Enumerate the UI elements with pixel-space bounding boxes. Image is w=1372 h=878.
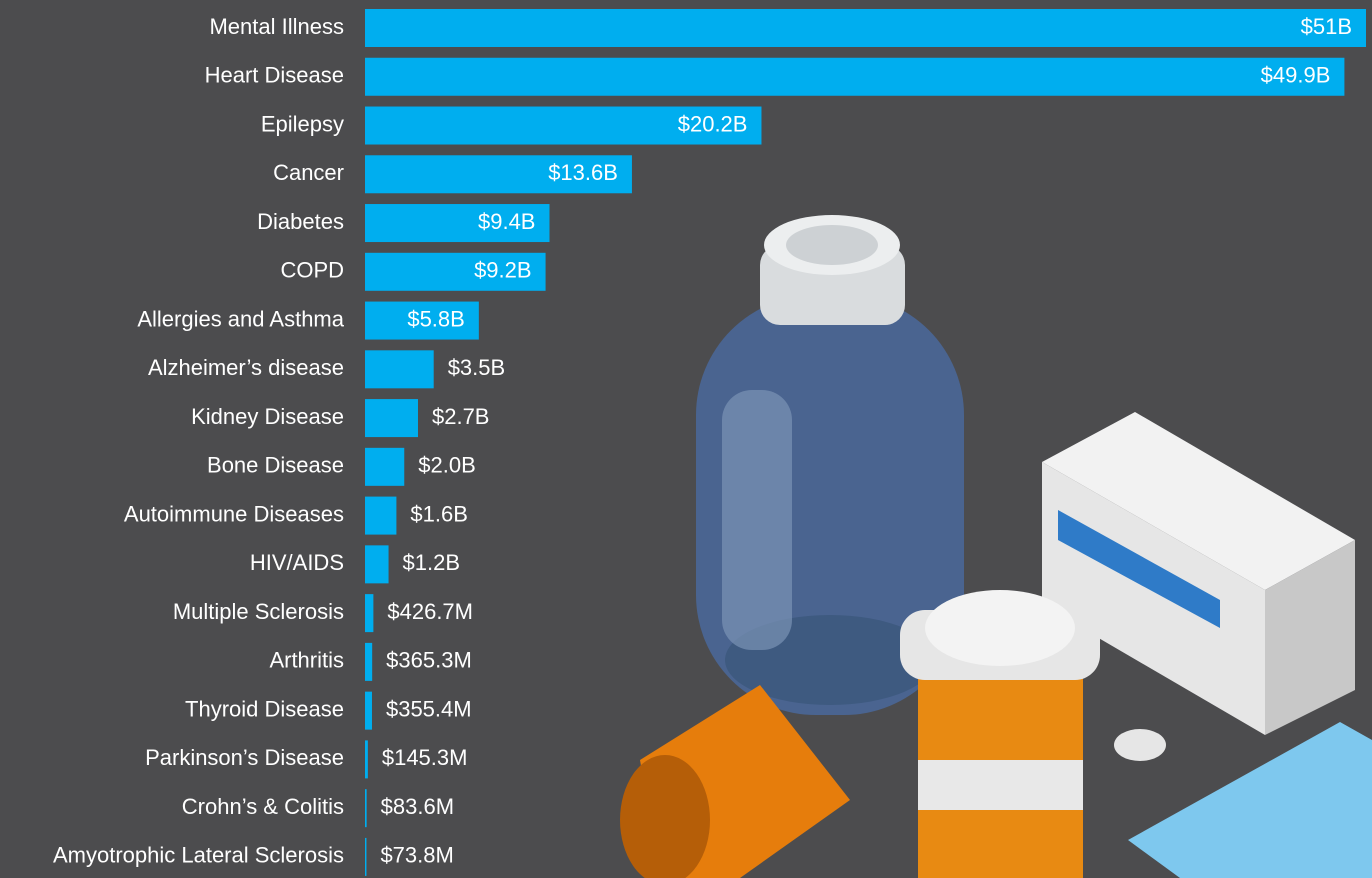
category-label: COPD (280, 258, 344, 283)
bar (365, 545, 389, 584)
box-front (1042, 462, 1265, 735)
category-label: Mental Illness (209, 14, 344, 39)
category-label: Bone Disease (207, 453, 344, 478)
value-label: $49.9B (1261, 63, 1331, 88)
category-label: Autoimmune Diseases (124, 501, 344, 526)
category-label: Diabetes (257, 209, 344, 234)
value-label: $20.2B (678, 111, 748, 136)
category-label: Amyotrophic Lateral Sclerosis (53, 843, 344, 868)
category-label: Epilepsy (261, 111, 344, 136)
category-label: Parkinson’s Disease (145, 745, 344, 770)
bar (365, 301, 479, 340)
illustration (620, 215, 1372, 878)
bar (365, 594, 374, 633)
blister (1128, 722, 1372, 878)
bottle-cap-inner (786, 225, 878, 265)
box-top (1042, 412, 1355, 590)
value-label: $3.5B (448, 355, 506, 380)
bar (365, 837, 367, 876)
value-label: $1.6B (410, 501, 468, 526)
bar (365, 691, 372, 730)
fallen-bottle-mouth (620, 755, 710, 878)
bar (365, 155, 632, 194)
bar (365, 642, 373, 681)
bar (365, 9, 1366, 47)
bar (365, 204, 550, 243)
bar (365, 106, 762, 145)
category-label: Crohn’s & Colitis (182, 794, 344, 819)
value-label: $2.0B (418, 453, 476, 478)
value-label: $426.7M (387, 599, 473, 624)
box-side (1265, 540, 1355, 735)
value-label: $51B (1301, 14, 1352, 39)
category-label: Thyroid Disease (185, 696, 344, 721)
category-label: Cancer (273, 160, 344, 185)
bar (365, 447, 405, 486)
bottle-shine (722, 390, 792, 650)
category-label: Multiple Sclerosis (173, 599, 344, 624)
category-label: Heart Disease (205, 63, 344, 88)
value-label: $73.8M (380, 843, 453, 868)
bar (365, 496, 397, 535)
bar (365, 740, 368, 779)
bar (365, 350, 434, 389)
value-label: $355.4M (386, 696, 472, 721)
bar (365, 57, 1345, 96)
category-label: Alzheimer’s disease (148, 355, 344, 380)
category-label: HIV/AIDS (250, 550, 344, 575)
pill-bottle-cap-top (925, 590, 1075, 666)
pill-bottle-label (918, 760, 1083, 810)
bar (365, 399, 418, 438)
value-label: $9.4B (478, 209, 536, 234)
box-label (1058, 510, 1220, 628)
value-label: $365.3M (386, 648, 472, 673)
value-label: $1.2B (403, 550, 461, 575)
category-label: Kidney Disease (191, 404, 344, 429)
value-label: $145.3M (382, 745, 468, 770)
category-label: Allergies and Asthma (137, 306, 344, 331)
value-label: $83.6M (381, 794, 454, 819)
value-label: $2.7B (432, 404, 490, 429)
category-label: Arthritis (269, 648, 344, 673)
value-label: $13.6B (548, 160, 618, 185)
pill (1114, 729, 1166, 761)
bar (365, 252, 546, 291)
value-label: $9.2B (474, 258, 532, 283)
value-label: $5.8B (407, 306, 465, 331)
bar (365, 789, 367, 828)
